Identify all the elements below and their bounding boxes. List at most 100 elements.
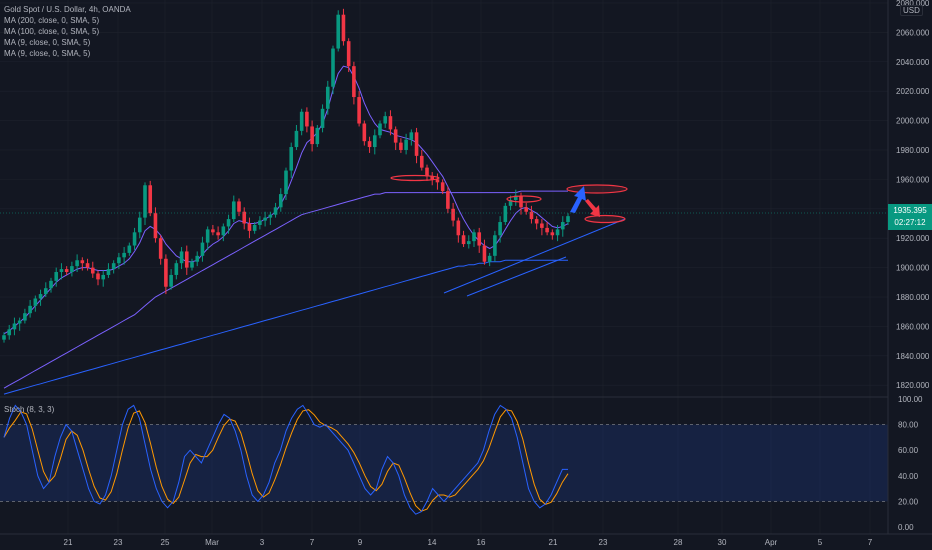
stoch-d-line [3,409,569,512]
candle-body [299,111,304,131]
stoch-k-line [3,404,568,515]
candle-body [477,232,482,246]
candle-body [132,232,137,246]
ellipse-resistance-2[interactable] [506,195,542,203]
candle-body [111,263,116,270]
candle-body [179,251,184,264]
candle-body [12,323,17,330]
time-tick-label: 23 [599,538,608,547]
stoch-tick-label: 20.00 [898,497,919,506]
candle-body [252,224,257,231]
candle-body [419,155,424,168]
ma-200-label[interactable]: MA (200, close, 0, SMA, 5) [4,16,100,25]
candle-body [64,269,69,273]
symbol-title[interactable]: Gold Spot / U.S. Dollar, 4h, OANDA [4,5,131,14]
candle-body [357,97,361,124]
arrow-down-icon[interactable] [585,199,600,217]
candle-body [153,213,158,239]
time-tick-label: 14 [428,538,437,547]
candle-body [513,195,518,200]
stoch-legend[interactable]: Stoch (8, 3, 3) [4,405,55,414]
grid [0,0,888,534]
candle-body [383,116,388,124]
candle-body [566,216,570,223]
stoch-axis[interactable]: 100.00 80.00 60.00 40.00 20.00 0.00 [898,395,923,532]
time-tick-label: 7 [310,538,315,547]
candle-body [80,260,85,264]
trendline-upper[interactable] [443,218,626,294]
price-tick-label: 1960.000 [896,175,930,184]
candle-body [7,329,12,336]
candle-body [425,167,429,177]
stoch-tick-label: 60.00 [898,446,919,455]
ma-9-label[interactable]: MA (9, close, 0, SMA, 5) [4,38,91,47]
price-tick-label: 1980.000 [896,146,930,155]
candle-body [352,66,356,98]
candle-body [38,294,43,299]
candle-body [284,170,288,195]
stoch-tick-label: 100.00 [898,395,923,404]
price-tick-label: 2080.000 [896,0,930,8]
candle-body [216,232,220,236]
ellipse-target-low[interactable] [584,214,626,224]
candle-body [456,220,461,236]
candle-body [247,223,252,231]
candle-body [320,108,325,128]
ellipse-resistance-1[interactable] [390,174,440,182]
candle-body [346,41,351,67]
time-axis[interactable]: 21 23 25 Mar 3 7 9 14 16 21 23 28 30 Apr 5 7 [64,538,873,547]
candle-body [278,194,283,208]
candle-body [117,257,121,264]
candle-body [137,217,142,233]
price-tick-label: 2040.000 [896,58,930,67]
candle-body [446,191,450,209]
ma-100-line [3,190,568,389]
candle-body [466,241,471,245]
current-price: 1935.395 [893,206,927,215]
time-tick-label: 3 [260,538,265,547]
candle-body [487,255,492,262]
time-tick-label: 21 [64,538,73,547]
time-tick-label: 30 [718,538,727,547]
ellipse-target-high[interactable] [566,184,628,194]
price-tick-label: 1840.000 [896,352,930,361]
candle-body [96,273,100,280]
candle-body [231,201,236,220]
time-tick-label: 5 [818,538,823,547]
candle-body [174,263,179,275]
candle-body [49,280,53,289]
ma-9b-label[interactable]: MA (9, close, 0, SMA, 5) [4,49,91,58]
arrow-up-icon[interactable] [570,186,586,213]
candle-body [305,111,309,127]
candle-body [190,261,194,268]
candle-body [399,142,403,150]
candle-body [2,335,6,340]
price-tick-label: 2020.000 [896,87,930,96]
candle-body [388,116,393,130]
candle-body [59,269,64,273]
currency-button[interactable]: USD [900,5,923,16]
price-tick-label: 1900.000 [896,264,930,273]
candle-body [451,208,455,221]
trendline-lower[interactable] [466,256,567,297]
candle-body [17,320,22,324]
candle-body [122,252,126,258]
candle-body [472,232,476,242]
stoch-band [0,424,888,502]
drawings[interactable] [0,174,888,297]
chart-legend: Gold Spot / U.S. Dollar, 4h, OANDA MA (2… [4,4,131,59]
candle-body [28,305,32,314]
candle-body [435,179,440,183]
candle-body [498,222,502,236]
candle-body [508,199,513,206]
candle-body [372,135,377,148]
candle-body [540,223,544,228]
ma-100-label[interactable]: MA (100, close, 0, SMA, 5) [4,27,100,36]
candle-body [200,242,205,256]
candle-body [545,227,549,233]
candle-body [378,123,382,136]
candle-body [158,238,163,259]
candle-body [33,298,38,306]
